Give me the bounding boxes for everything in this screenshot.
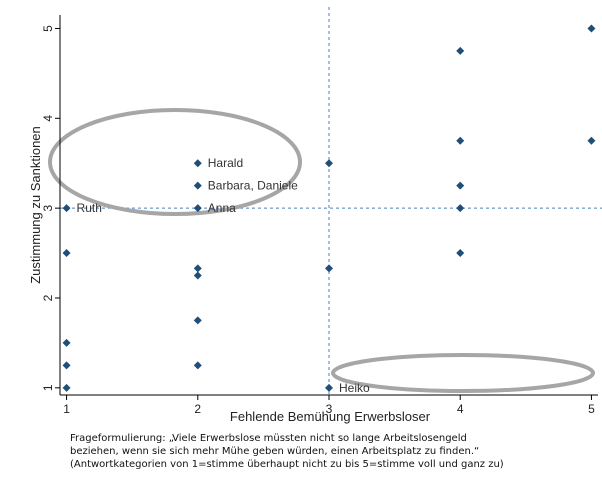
x-tick-label: 2 xyxy=(194,402,201,416)
data-point xyxy=(193,181,202,190)
reference-lines xyxy=(60,7,602,395)
x-tick-label: 1 xyxy=(63,402,70,416)
data-point xyxy=(456,46,465,55)
data-point xyxy=(62,338,71,347)
caption-line-3: (Antwortkategorien von 1=stimme überhaup… xyxy=(70,459,504,470)
data-point xyxy=(325,264,333,273)
data-point xyxy=(456,204,465,213)
y-tick-label: 3 xyxy=(41,204,55,211)
data-point xyxy=(193,271,202,280)
point-label: Anna xyxy=(208,201,236,215)
highlight-ellipse-upper xyxy=(48,108,302,216)
point-label: Harald xyxy=(208,156,243,170)
data-point xyxy=(62,361,71,370)
data-point xyxy=(62,204,71,213)
data-point xyxy=(193,204,202,213)
point-label: Ruth xyxy=(77,201,102,215)
data-point xyxy=(193,264,202,273)
scatter-chart: 1 2 3 4 5 1 2 3 4 5 Ruth Harald Barbara, Daniele Ann… xyxy=(28,7,602,424)
data-point xyxy=(62,383,71,392)
y-tick-label: 1 xyxy=(41,384,55,391)
data-point xyxy=(456,249,465,258)
data-point xyxy=(456,181,465,190)
y-tick-label: 2 xyxy=(41,294,55,301)
data-point xyxy=(325,159,333,168)
y-tick-label: 4 xyxy=(41,115,55,122)
x-tick-label: 4 xyxy=(457,402,464,416)
data-point xyxy=(193,361,202,370)
data-point xyxy=(587,24,596,33)
data-point xyxy=(193,159,202,168)
question-caption: Frageformulierung: „Viele Erwerbslose mü… xyxy=(70,432,590,471)
highlight-ellipse-lower xyxy=(331,353,595,393)
y-axis-label: Zustimmung zu Sanktionen xyxy=(28,126,43,284)
data-points xyxy=(62,24,596,392)
highlight-ellipses xyxy=(48,108,595,393)
caption-line-1: Frageformulierung: „Viele Erwerbslose mü… xyxy=(70,433,467,444)
x-tick-label: 5 xyxy=(588,402,595,416)
x-axis-label: Fehlende Bemühung Erwerbsloser xyxy=(230,409,431,424)
data-point xyxy=(456,136,465,145)
point-labels: Ruth Harald Barbara, Daniele Anna Heiko xyxy=(77,156,370,395)
data-point xyxy=(587,136,596,145)
x-tick-label: 3 xyxy=(326,402,333,416)
data-point xyxy=(325,383,333,392)
data-point xyxy=(62,249,71,258)
axes: 1 2 3 4 5 1 2 3 4 5 xyxy=(41,15,598,416)
point-label: Barbara, Daniele xyxy=(208,179,298,193)
y-tick-label: 5 xyxy=(41,25,55,32)
caption-line-2: beziehen, wenn sie sich mehr Mühe geben … xyxy=(70,446,480,457)
data-point xyxy=(193,316,202,325)
point-label: Heiko xyxy=(339,381,370,395)
